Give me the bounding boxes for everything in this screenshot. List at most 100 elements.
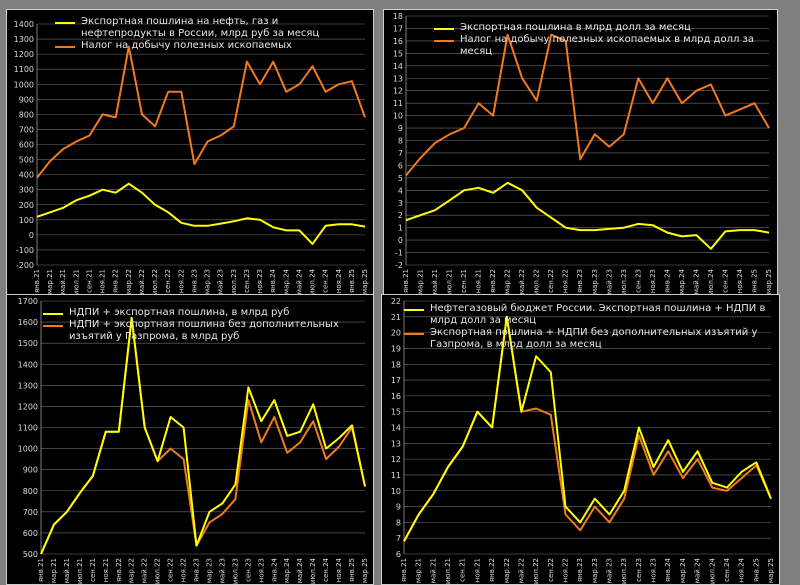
y-tick-label: 1000 bbox=[14, 80, 34, 89]
legend-label: НДПИ + экспортная пошлина, в млрд руб bbox=[69, 307, 290, 318]
x-tick-label: июл.23 bbox=[620, 558, 628, 584]
x-tick-label: янв.22 bbox=[489, 269, 497, 293]
x-tick-label: сен.22 bbox=[547, 269, 555, 293]
y-tick-label: 8 bbox=[396, 518, 401, 527]
x-tick-label: май.22 bbox=[517, 558, 525, 583]
y-tick-label: 7 bbox=[398, 149, 403, 158]
x-tick-label: май.24 bbox=[692, 268, 700, 294]
x-tick-label: янв.22 bbox=[112, 269, 120, 293]
x-tick-label: сен.22 bbox=[164, 269, 172, 293]
x-tick-label: мар.25 bbox=[361, 269, 369, 294]
legend-label: НДПИ + экспортная пошлина без дополнител… bbox=[69, 319, 339, 342]
legend-swatch bbox=[404, 309, 424, 311]
x-tick-label: мар.22 bbox=[128, 558, 136, 583]
x-tick-label: ноя.22 bbox=[562, 269, 570, 293]
x-tick-label: июл.21 bbox=[76, 558, 84, 584]
series-line-orange bbox=[40, 316, 366, 555]
x-tick-label: мар.24 bbox=[283, 557, 291, 583]
y-tick-label: 1100 bbox=[18, 424, 38, 433]
x-tick-label: мар.23 bbox=[205, 558, 213, 583]
x-tick-label: ноя.23 bbox=[257, 558, 265, 582]
x-tick-label: ноя.24 bbox=[736, 268, 744, 293]
x-tick-label: май.23 bbox=[606, 558, 614, 583]
x-tick-label: май.23 bbox=[605, 269, 613, 294]
y-tick-label: 14 bbox=[393, 62, 403, 71]
x-tick-label: июл.21 bbox=[444, 558, 452, 584]
x-tick-label: май.22 bbox=[141, 558, 149, 583]
x-tick-label: ноя.24 bbox=[335, 557, 343, 582]
y-tick-label: -1 bbox=[395, 249, 403, 258]
y-tick-label: 22 bbox=[391, 297, 401, 306]
y-tick-label: 1500 bbox=[18, 339, 38, 348]
y-tick-label: 600 bbox=[19, 141, 34, 150]
y-tick-label: 800 bbox=[23, 487, 38, 496]
legend-item: НДПИ + экспортная пошлина, в млрд руб bbox=[43, 307, 353, 319]
y-tick-label: 900 bbox=[19, 95, 34, 104]
x-tick-label: май.24 bbox=[694, 557, 702, 583]
y-tick-label: 9 bbox=[396, 503, 401, 512]
x-tick-label: мар.21 bbox=[417, 269, 425, 294]
x-tick-label: июл.23 bbox=[230, 269, 238, 295]
y-tick-label: 9 bbox=[398, 124, 403, 133]
x-tick-label: сен.24 bbox=[322, 268, 330, 292]
y-tick-label: 13 bbox=[391, 439, 401, 448]
x-tick-label: ноя.22 bbox=[177, 269, 185, 293]
y-tick-label: 12 bbox=[393, 87, 403, 96]
y-tick-label: 300 bbox=[19, 186, 34, 195]
x-tick-label: ноя.23 bbox=[256, 269, 264, 293]
y-tick-label: 3 bbox=[398, 199, 403, 208]
x-tick-label: мар.24 bbox=[679, 557, 687, 583]
x-tick-label: май.22 bbox=[518, 269, 526, 294]
y-tick-label: 18 bbox=[391, 360, 401, 369]
y-tick-label: 1600 bbox=[18, 318, 38, 327]
y-tick-label: 7 bbox=[396, 534, 401, 543]
legend-item: Налог на добычу полезных ископаемых в мл… bbox=[434, 34, 764, 58]
x-tick-label: янв.25 bbox=[750, 269, 758, 293]
y-tick-label: 15 bbox=[393, 49, 403, 58]
y-tick-label: -100 bbox=[16, 246, 34, 255]
x-tick-label: сен.21 bbox=[460, 269, 468, 293]
series-line-orange bbox=[36, 45, 366, 179]
y-tick-label: 1000 bbox=[18, 445, 38, 454]
x-tick-label: янв.21 bbox=[33, 269, 41, 293]
y-tick-label: -2 bbox=[395, 261, 403, 270]
y-tick-label: 2 bbox=[398, 211, 403, 220]
x-tick-label: янв.21 bbox=[402, 269, 410, 293]
legend-label: Налог на добычу полезных ископаемых в мл… bbox=[460, 34, 754, 57]
y-tick-label: 17 bbox=[391, 376, 401, 385]
x-tick-label: янв.25 bbox=[752, 558, 760, 582]
x-tick-label: янв.23 bbox=[193, 558, 201, 582]
y-tick-label: 400 bbox=[19, 171, 34, 180]
y-tick-label: 600 bbox=[23, 529, 38, 538]
x-tick-label: сен.23 bbox=[634, 269, 642, 293]
chart-panel-1: -200 -100 0 100 200 300 400 500 600 700 800 900 1000… bbox=[6, 9, 374, 296]
y-tick-label: 18 bbox=[393, 12, 403, 21]
y-tick-label: 700 bbox=[23, 508, 38, 517]
x-tick-label: июл.22 bbox=[151, 269, 159, 295]
y-tick-label: 1200 bbox=[18, 402, 38, 411]
y-tick-label: 500 bbox=[23, 550, 38, 559]
x-tick-label: ноя.24 bbox=[738, 557, 746, 582]
x-tick-label: ноя.22 bbox=[180, 558, 188, 582]
x-tick-label: сен.23 bbox=[635, 558, 643, 582]
x-tick-label: сен.24 bbox=[721, 268, 729, 292]
y-tick-label: 20 bbox=[391, 329, 401, 338]
y-tick-label: 12 bbox=[391, 455, 401, 464]
y-tick-label: 1 bbox=[398, 224, 403, 233]
x-tick-label: июл.22 bbox=[154, 558, 162, 584]
x-tick-label: май.21 bbox=[429, 558, 437, 583]
chart-svg: 6 7 8 9 10 11 12 13 14 15 16 17 18 19 20 21 22 янв.21 мар.… bbox=[391, 297, 775, 584]
x-tick-label: сен.24 bbox=[723, 557, 731, 581]
y-tick-label: 8 bbox=[398, 137, 403, 146]
legend-item: Налог на добычу полезных ископаемых bbox=[55, 40, 355, 52]
legend: Экспортная пошлина на нефть, газ и нефте… bbox=[55, 16, 355, 52]
y-tick-label: 500 bbox=[19, 156, 34, 165]
x-tick-label: мар.23 bbox=[591, 269, 599, 294]
legend-swatch bbox=[55, 46, 75, 48]
x-tick-label: мар.21 bbox=[50, 558, 58, 583]
x-tick-label: июл.22 bbox=[533, 269, 541, 295]
y-tick-label: 6 bbox=[396, 550, 401, 559]
y-tick-label: 15 bbox=[391, 408, 401, 417]
y-tick-label: 800 bbox=[19, 110, 34, 119]
x-tick-label: янв.21 bbox=[37, 558, 45, 582]
